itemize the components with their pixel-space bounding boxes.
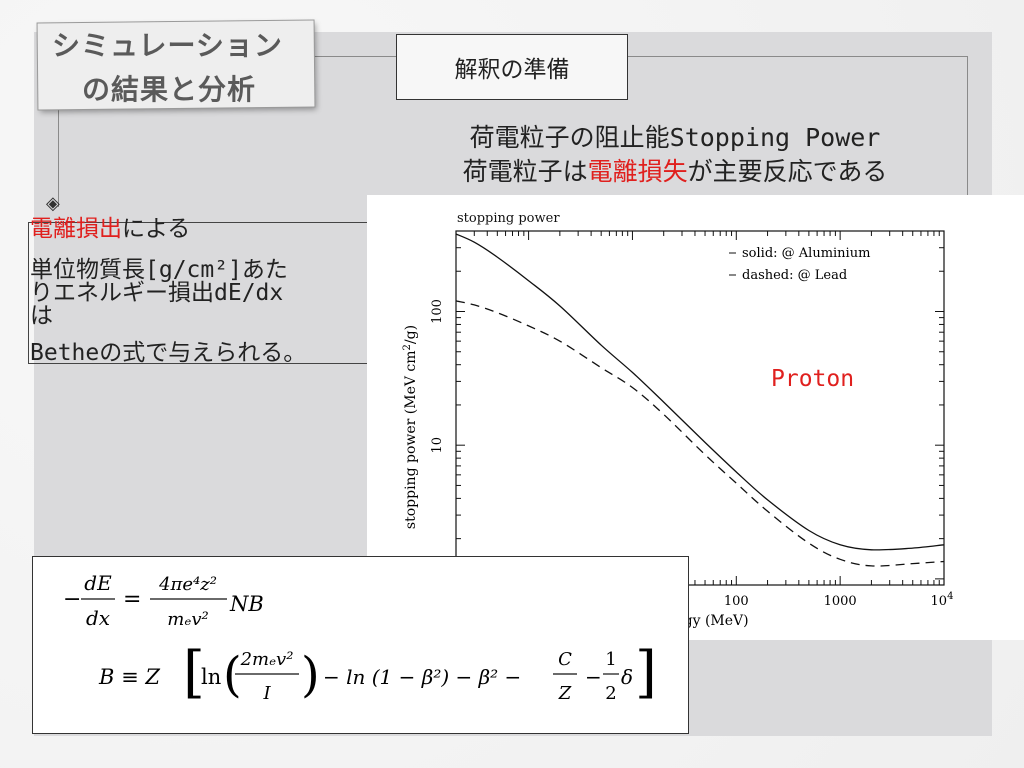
f2-mid: − ln (1 − β²) − β² − <box>323 665 521 689</box>
minor-ticks <box>455 230 944 586</box>
chart-title: stopping power <box>457 211 560 226</box>
f1-rhs-den: mₑv² <box>167 609 208 630</box>
text-line-5: Betheの式で与えられる。 <box>30 340 307 366</box>
headline2-post: が主要反応である <box>687 157 888 186</box>
section-label: 解釈の準備 <box>454 57 570 83</box>
headline2-red: 電離損失 <box>587 157 688 186</box>
text-line-2: 単位物質長[g/cm²]あた <box>30 257 288 283</box>
f2-minus: − <box>585 665 602 689</box>
stopping-power-chart: stopping power 1 10 100 1000 104 1 10 10… <box>402 211 954 629</box>
f2-delta: δ <box>621 665 633 689</box>
f1-lhs-num: dE <box>84 571 112 595</box>
headline-stopping-power: 荷電粒子の阻止能Stopping Power <box>469 123 881 152</box>
legend-solid: solid: @ Aluminium <box>742 246 870 261</box>
y-axis-label-main: stopping power (MeV cm <box>403 350 419 529</box>
f2-half-num: 1 <box>605 649 616 670</box>
x-tick-exponent: 4 <box>947 591 953 602</box>
f2-bracket-close: ] <box>635 640 657 705</box>
text-line-4: は <box>30 303 53 329</box>
f2-c-den: Z <box>558 683 572 704</box>
f2-c-num: C <box>558 649 572 670</box>
section-label-box: 解釈の準備 <box>396 34 628 100</box>
text-red: 電離損出 <box>30 216 122 242</box>
f1-equals: = <box>123 587 141 612</box>
f2-frac-num: 2mₑv² <box>240 649 294 670</box>
y-axis-label: stopping power (MeV cm2/g) <box>402 325 419 529</box>
proton-annotation: Proton <box>771 366 854 392</box>
text-line-3: りエネルギー損出dE/dx <box>30 280 284 306</box>
slide-title-line2: の結果と分析 <box>82 73 257 106</box>
f2-lhs: B ≡ Z <box>98 665 160 689</box>
f2-bracket-open: [ <box>183 640 205 705</box>
series-layer <box>455 233 945 567</box>
bethe-formula-box: − dE dx = 4πe⁴z² mₑv² NB B ≡ Z [ ln ( 2m… <box>32 556 689 734</box>
text-line-1: 電離損出による <box>30 209 190 243</box>
f2-half-den: 2 <box>605 683 616 704</box>
x-tick-label-1000: 1000 <box>824 594 857 609</box>
plot-frame <box>455 230 945 586</box>
x-tick-base: 10 <box>931 594 948 609</box>
y-axis-label-end: /g) <box>403 325 419 344</box>
x-tick-label-100: 100 <box>724 594 749 609</box>
x-tick-label-10000: 104 <box>931 591 954 609</box>
f1-rhs-num: 4πe⁴z² <box>158 574 217 595</box>
f2-frac-den: I <box>262 683 271 704</box>
text-line1-post: による <box>122 216 191 242</box>
bullet-diamond-icon: ◈ <box>46 193 60 214</box>
f2-ln: ln <box>201 665 221 689</box>
y-axis-label-sup: 2 <box>402 344 413 350</box>
series-aluminium-line <box>455 233 945 551</box>
f2-paren-open: ( <box>223 647 242 703</box>
f1-lhs-den: dx <box>86 606 110 630</box>
legend-dashed: dashed: @ Lead <box>742 268 847 283</box>
f1-minus: − <box>63 587 81 612</box>
slide-title-line1: シミュレーション <box>52 29 283 62</box>
series-lead-line <box>455 300 945 567</box>
major-ticks <box>456 231 945 585</box>
y-tick-label-10: 10 <box>430 437 445 454</box>
f2-paren-close: ) <box>301 647 320 703</box>
y-tick-label-100: 100 <box>430 299 445 324</box>
bethe-formula: − dE dx = 4πe⁴z² mₑv² NB B ≡ Z [ ln ( 2m… <box>63 571 657 705</box>
headline-ionization: 荷電粒子は電離損失が主要反応である <box>405 152 945 188</box>
f1-tail: NB <box>229 592 264 616</box>
headline2-pre: 荷電粒子は <box>462 157 588 186</box>
